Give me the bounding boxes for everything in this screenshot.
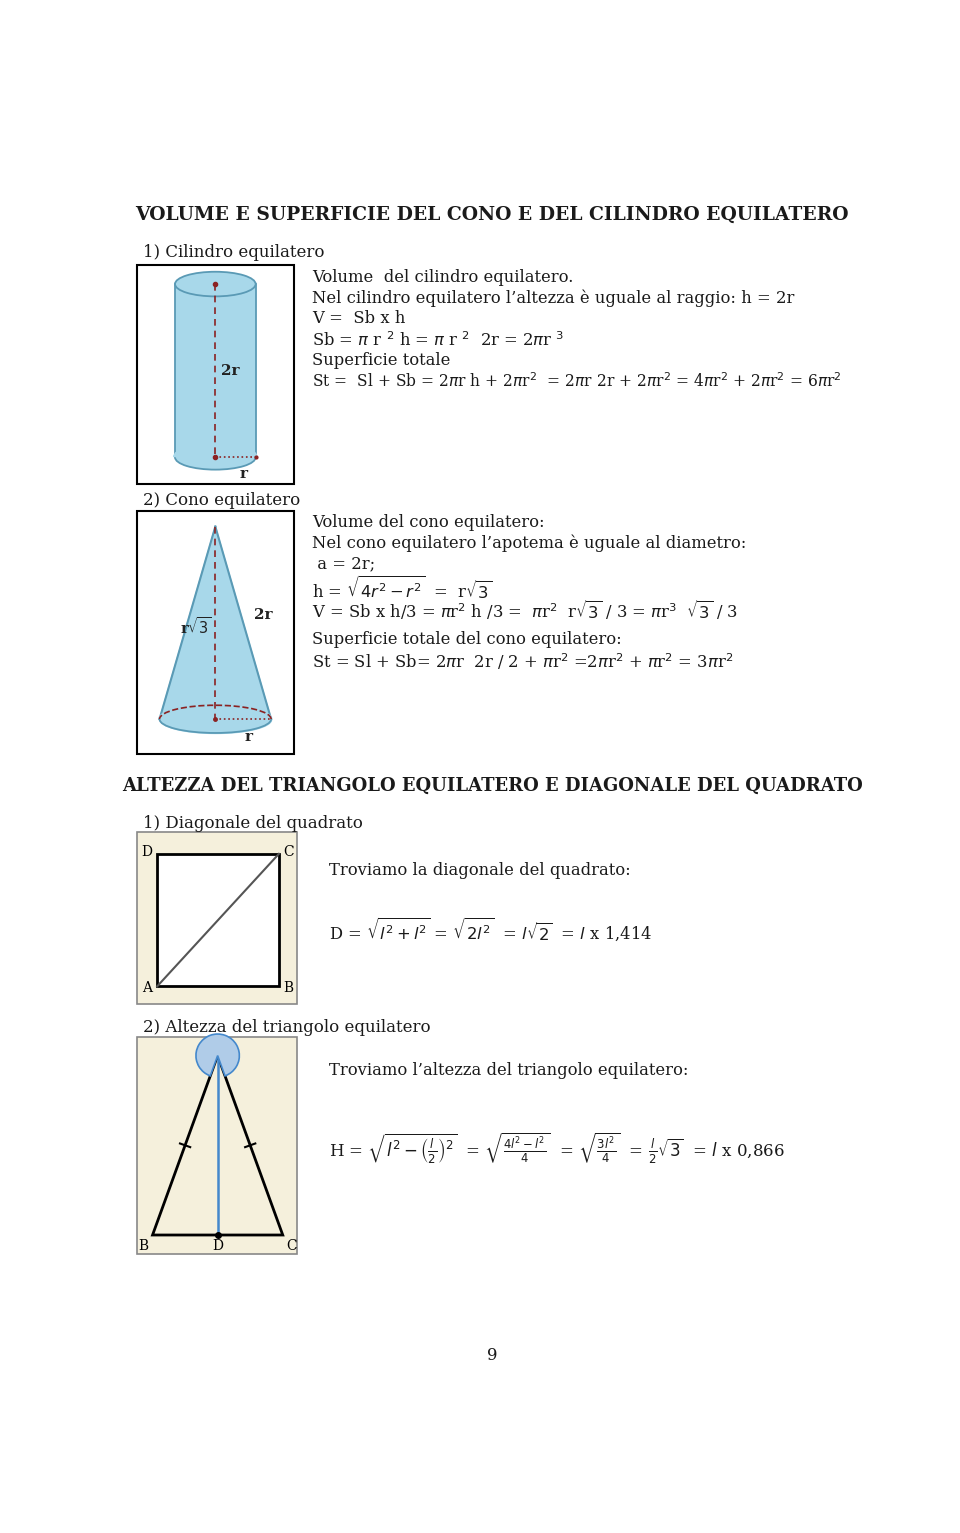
Text: 9: 9	[487, 1346, 497, 1364]
Wedge shape	[196, 1035, 239, 1076]
Bar	[137, 832, 297, 1004]
Text: St = Sl + Sb= 2$\pi$r  2r / 2 + $\pi$r$^2$ =2$\pi$r$^2$ + $\pi$r$^2$ = 3$\pi$r$^: St = Sl + Sb= 2$\pi$r 2r / 2 + $\pi$r$^2…	[312, 652, 733, 671]
Text: Superficie totale del cono equilatero:: Superficie totale del cono equilatero:	[312, 630, 622, 647]
Text: Troviamo la diagonale del quadrato:: Troviamo la diagonale del quadrato:	[329, 862, 631, 878]
Text: Sb = $\pi$ r $^2$ h = $\pi$ r $^2$  2r = 2$\pi$r $^3$: Sb = $\pi$ r $^2$ h = $\pi$ r $^2$ 2r = …	[312, 331, 564, 350]
Text: 2) Altezza del triangolo equilatero: 2) Altezza del triangolo equilatero	[143, 1019, 431, 1036]
Bar	[137, 510, 295, 754]
Text: Volume del cono equilatero:: Volume del cono equilatero:	[312, 514, 545, 530]
Text: A: A	[213, 1035, 223, 1050]
Bar	[137, 1038, 297, 1254]
Text: C: C	[283, 845, 294, 860]
Text: V =  Sb x h: V = Sb x h	[312, 310, 405, 327]
Text: V = Sb x h/3 = $\pi$r$^2$ h /3 =  $\pi$r$^2$  r$\sqrt{3}$ / 3 = $\pi$r$^3$  $\sq: V = Sb x h/3 = $\pi$r$^2$ h /3 = $\pi$r$…	[312, 598, 738, 622]
Text: H = $\sqrt{l^2 - \left(\frac{l}{2}\right)^2}$  = $\sqrt{\frac{4l^2 - l^2}{4}}$  : H = $\sqrt{l^2 - \left(\frac{l}{2}\right…	[329, 1131, 784, 1167]
Ellipse shape	[175, 445, 255, 469]
Text: 2r: 2r	[221, 363, 239, 377]
Text: ALTEZZA DEL TRIANGOLO EQUILATERO E DIAGONALE DEL QUADRATO: ALTEZZA DEL TRIANGOLO EQUILATERO E DIAGO…	[122, 777, 862, 794]
Text: r$\sqrt{3}$: r$\sqrt{3}$	[180, 616, 211, 638]
Polygon shape	[153, 1056, 283, 1236]
Text: C: C	[287, 1239, 298, 1252]
Text: A: A	[142, 981, 153, 995]
Text: r: r	[245, 730, 252, 744]
Text: h = $\sqrt{4r^2 - r^2}$  =  r$\sqrt{3}$: h = $\sqrt{4r^2 - r^2}$ = r$\sqrt{3}$	[312, 576, 492, 602]
Text: a = 2r;: a = 2r;	[312, 555, 375, 572]
Text: D: D	[212, 1239, 223, 1252]
Text: B: B	[283, 981, 294, 995]
Ellipse shape	[159, 705, 271, 733]
Text: VOLUME E SUPERFICIE DEL CONO E DEL CILINDRO EQUILATERO: VOLUME E SUPERFICIE DEL CONO E DEL CILIN…	[135, 205, 849, 224]
Text: r: r	[239, 466, 248, 480]
Text: 2r: 2r	[254, 609, 273, 622]
Text: Superficie totale: Superficie totale	[312, 351, 450, 369]
Text: Volume  del cilindro equilatero.: Volume del cilindro equilatero.	[312, 268, 573, 285]
Text: 1) Diagonale del quadrato: 1) Diagonale del quadrato	[143, 816, 363, 832]
Bar	[175, 284, 255, 457]
Text: 2) Cono equilatero: 2) Cono equilatero	[143, 492, 300, 509]
Text: Troviamo l’altezza del triangolo equilatero:: Troviamo l’altezza del triangolo equilat…	[329, 1062, 688, 1079]
Text: D: D	[141, 845, 153, 860]
Ellipse shape	[175, 271, 255, 296]
Text: Nel cilindro equilatero l’altezza è uguale al raggio: h = 2r: Nel cilindro equilatero l’altezza è ugua…	[312, 290, 795, 307]
Bar	[137, 265, 295, 484]
Text: Nel cono equilatero l’apotema è uguale al diametro:: Nel cono equilatero l’apotema è uguale a…	[312, 535, 747, 552]
Text: St =  Sl + Sb = 2$\pi$r h + 2$\pi$r$^2$  = 2$\pi$r 2r + 2$\pi$r$^2$ = 4$\pi$r$^2: St = Sl + Sb = 2$\pi$r h + 2$\pi$r$^2$ =…	[312, 373, 842, 391]
Text: 1) Cilindro equilatero: 1) Cilindro equilatero	[143, 244, 324, 261]
Bar	[157, 854, 278, 986]
Polygon shape	[159, 527, 271, 719]
Text: D = $\sqrt{l^2 +l^2}$ = $\sqrt{2l^2}$  = $l\sqrt{2}$  = $l$ x 1,414: D = $\sqrt{l^2 +l^2}$ = $\sqrt{2l^2}$ = …	[329, 915, 653, 944]
Text: B: B	[138, 1239, 149, 1252]
